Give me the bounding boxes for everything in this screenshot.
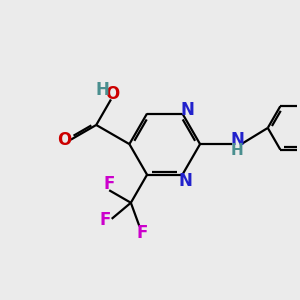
Text: H: H	[95, 81, 109, 99]
Text: F: F	[100, 211, 111, 229]
Text: N: N	[181, 101, 195, 119]
Text: H: H	[231, 143, 244, 158]
Text: N: N	[178, 172, 192, 190]
Text: F: F	[103, 176, 115, 194]
Text: F: F	[137, 224, 148, 242]
Text: O: O	[105, 85, 120, 103]
Text: O: O	[57, 131, 71, 149]
Text: N: N	[230, 131, 244, 149]
